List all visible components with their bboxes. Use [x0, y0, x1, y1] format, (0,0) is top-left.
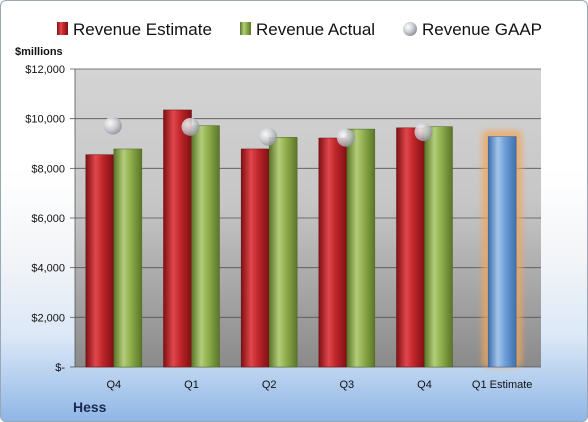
x-tick-label: Q4	[417, 379, 432, 391]
legend-swatch-revenue-estimate	[57, 22, 68, 35]
company-name: Hess	[73, 399, 107, 415]
gaap-markers	[103, 116, 433, 147]
x-tick-label: Q1 Estimate	[472, 379, 533, 391]
bar-revenue-actual	[268, 137, 298, 368]
bar-revenue-estimate	[396, 127, 425, 368]
bar-revenue-estimate	[240, 148, 270, 368]
x-tick-label: Q4	[106, 379, 121, 391]
x-axis: Q4 Q1 Q2 Q3 Q4 Q1 Estimate	[106, 379, 532, 391]
gridlines	[75, 68, 541, 368]
bar-revenue-estimate	[163, 109, 192, 368]
y-tick-label: $6,000	[31, 213, 65, 225]
marker-revenue-gaap	[103, 116, 122, 135]
bar-revenue-estimate	[318, 137, 348, 368]
y-tick-label: $2,000	[31, 312, 65, 324]
bar-revenue-actual	[424, 126, 453, 368]
marker-revenue-gaap	[259, 127, 278, 146]
legend-label-revenue-gaap: Revenue GAAP	[422, 20, 542, 39]
y-tick-label: $12,000	[25, 64, 65, 76]
x-tick-label: Q3	[339, 379, 354, 391]
marker-revenue-gaap	[181, 117, 200, 136]
y-tick-label: $-	[55, 362, 65, 374]
marker-revenue-gaap	[414, 123, 433, 142]
bars	[85, 109, 523, 368]
y-axis-unit-label: $millions	[15, 46, 63, 58]
legend-label-revenue-actual: Revenue Actual	[256, 20, 375, 39]
legend-swatch-revenue-gaap	[403, 22, 417, 36]
y-tick-label: $8,000	[31, 163, 65, 175]
x-tick-label: Q1	[184, 379, 199, 391]
y-tick-label: $10,000	[25, 114, 65, 126]
bar-revenue-actual	[346, 128, 376, 368]
legend-swatch-revenue-actual	[240, 22, 251, 35]
y-tick-label: $4,000	[31, 263, 65, 275]
legend: Revenue Estimate Revenue Actual Revenue …	[57, 20, 542, 39]
bar-revenue-estimate	[85, 154, 115, 368]
bar-revenue-actual	[113, 148, 143, 368]
marker-revenue-gaap	[336, 128, 355, 147]
bar-q1-estimate	[487, 136, 517, 368]
x-tick-label: Q2	[262, 379, 277, 391]
y-axis: $- $2,000 $4,000 $6,000 $8,000 $10,000 $12,000	[25, 64, 76, 374]
legend-label-revenue-estimate: Revenue Estimate	[73, 20, 212, 39]
bar-revenue-actual	[191, 125, 220, 368]
